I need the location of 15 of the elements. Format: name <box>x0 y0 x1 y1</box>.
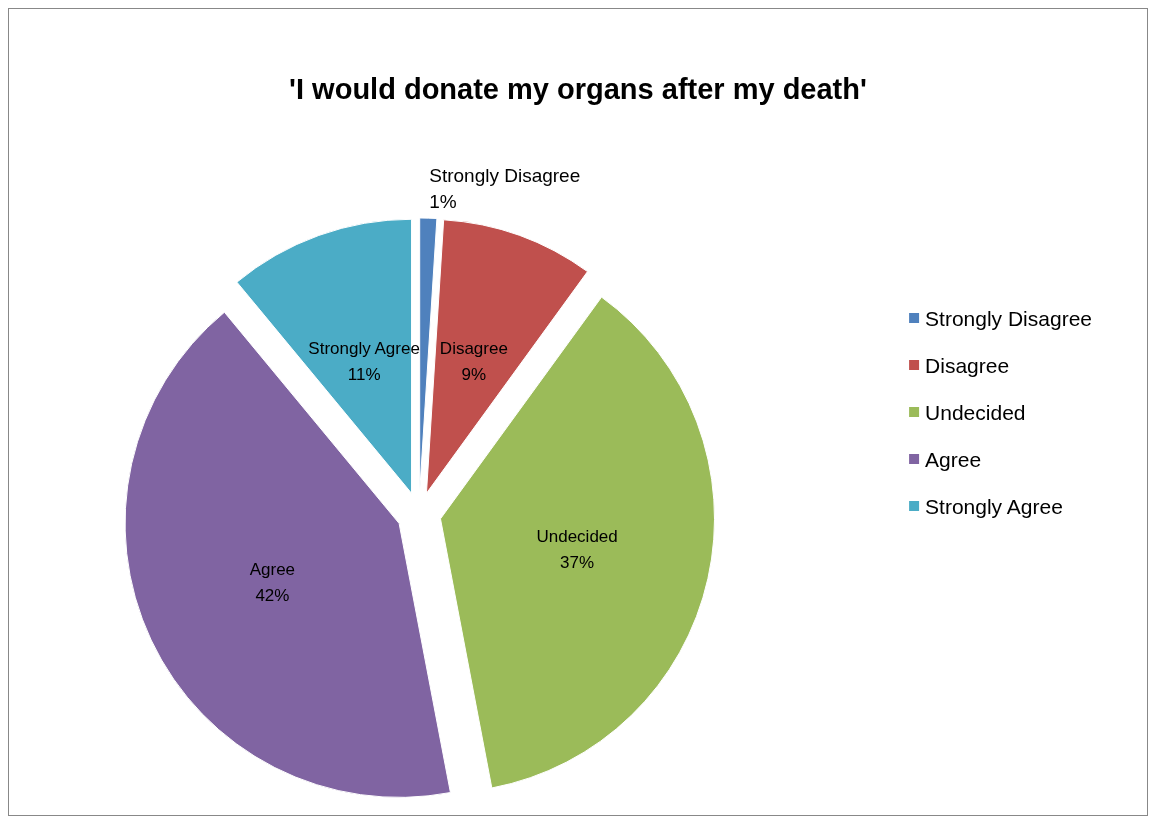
slice-label: Undecided <box>536 526 618 546</box>
data-label: 37% <box>560 552 595 572</box>
data-label: 9% <box>461 365 487 385</box>
legend-label: Strongly Agree <box>925 494 1063 518</box>
slice-label: Agree <box>249 560 296 580</box>
legend-label: Strongly Disagree <box>925 306 1093 330</box>
chart-title: 'I would donate my organs after my death' <box>289 72 867 105</box>
data-label: 11% <box>347 365 381 385</box>
legend-label: Agree <box>925 447 982 471</box>
slice-label: Strongly Disagree <box>429 164 581 186</box>
legend-label: Disagree <box>925 353 1010 377</box>
slice-label: Disagree <box>439 339 508 359</box>
legend-label: Undecided <box>925 400 1026 424</box>
data-label: 42% <box>255 586 290 606</box>
data-label: 1% <box>429 190 457 212</box>
